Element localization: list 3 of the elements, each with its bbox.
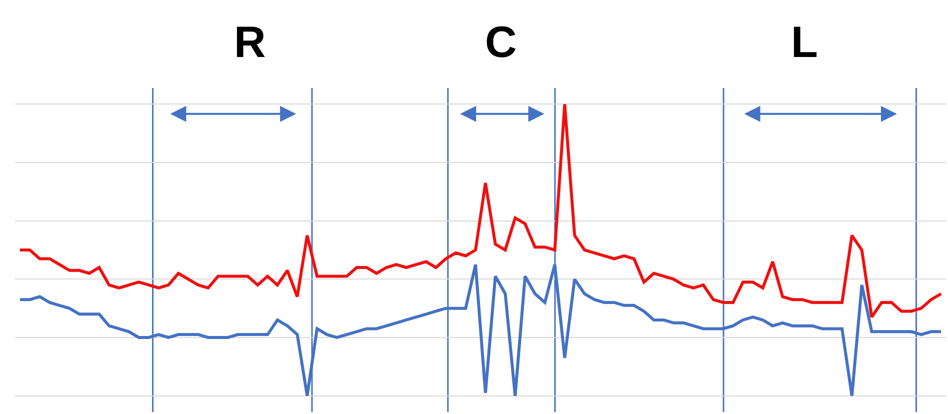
- text: C: [485, 18, 517, 67]
- text: R: [234, 18, 266, 67]
- text: L: [791, 18, 818, 67]
